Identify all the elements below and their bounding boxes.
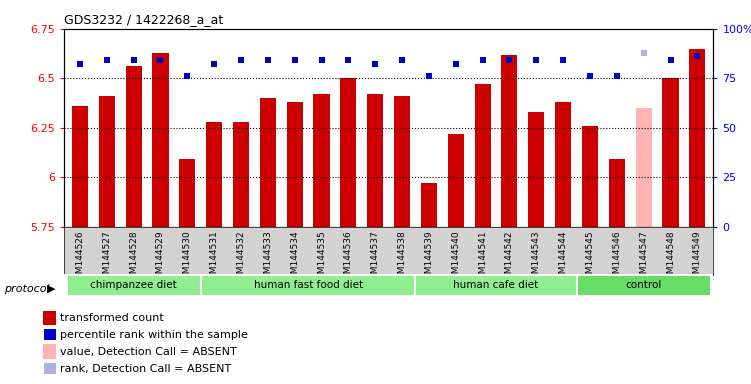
Bar <box>367 94 383 227</box>
Bar <box>555 102 572 227</box>
Text: GSM144547: GSM144547 <box>639 230 648 285</box>
Bar <box>233 122 249 227</box>
Bar <box>689 48 705 227</box>
Text: GSM144544: GSM144544 <box>559 230 568 285</box>
Text: GDS3232 / 1422268_a_at: GDS3232 / 1422268_a_at <box>64 13 223 26</box>
Bar <box>475 84 490 227</box>
Bar <box>609 159 625 227</box>
Text: percentile rank within the sample: percentile rank within the sample <box>60 330 248 340</box>
Text: human cafe diet: human cafe diet <box>454 280 538 290</box>
Bar <box>201 275 415 296</box>
Text: GSM144545: GSM144545 <box>586 230 595 285</box>
Bar <box>44 363 56 374</box>
Text: GSM144536: GSM144536 <box>344 230 353 285</box>
Bar <box>394 96 410 227</box>
Bar <box>415 275 577 296</box>
Bar <box>179 159 195 227</box>
Bar <box>98 96 115 227</box>
Text: human fast food diet: human fast food diet <box>254 280 363 290</box>
Text: GSM144534: GSM144534 <box>290 230 299 285</box>
Text: GSM144540: GSM144540 <box>451 230 460 285</box>
Text: GSM144542: GSM144542 <box>505 230 514 285</box>
Bar <box>72 106 88 227</box>
Text: GSM144549: GSM144549 <box>693 230 702 285</box>
Text: ▶: ▶ <box>47 284 56 294</box>
Text: GSM144531: GSM144531 <box>210 230 219 285</box>
Text: GSM144535: GSM144535 <box>317 230 326 285</box>
Bar <box>287 102 303 227</box>
Bar <box>662 78 679 227</box>
Text: GSM144539: GSM144539 <box>424 230 433 285</box>
Bar <box>340 78 357 227</box>
Bar <box>152 53 168 227</box>
Bar <box>43 311 56 325</box>
Text: GSM144537: GSM144537 <box>371 230 380 285</box>
Bar <box>635 108 652 227</box>
Text: protocol: protocol <box>4 284 50 294</box>
Text: control: control <box>626 280 662 290</box>
Text: GSM144538: GSM144538 <box>397 230 406 285</box>
Bar <box>577 275 710 296</box>
Text: GSM144526: GSM144526 <box>75 230 84 285</box>
Text: GSM144533: GSM144533 <box>264 230 273 285</box>
Bar <box>528 112 544 227</box>
Text: transformed count: transformed count <box>60 313 164 323</box>
Text: GSM144546: GSM144546 <box>612 230 621 285</box>
Text: GSM144548: GSM144548 <box>666 230 675 285</box>
Bar <box>44 329 56 341</box>
Bar <box>125 66 142 227</box>
Bar <box>502 55 517 227</box>
Bar <box>67 275 201 296</box>
Bar <box>43 344 56 359</box>
Text: GSM144528: GSM144528 <box>129 230 138 285</box>
Text: rank, Detection Call = ABSENT: rank, Detection Call = ABSENT <box>60 364 231 374</box>
Text: GSM144532: GSM144532 <box>237 230 246 285</box>
Text: GSM144530: GSM144530 <box>182 230 192 285</box>
Text: chimpanzee diet: chimpanzee diet <box>90 280 177 290</box>
Bar <box>206 122 222 227</box>
Bar <box>313 94 330 227</box>
Bar <box>421 183 437 227</box>
Text: GSM144543: GSM144543 <box>532 230 541 285</box>
Bar <box>448 134 464 227</box>
Text: GSM144527: GSM144527 <box>102 230 111 285</box>
Text: value, Detection Call = ABSENT: value, Detection Call = ABSENT <box>60 347 237 357</box>
Text: GSM144529: GSM144529 <box>156 230 165 285</box>
Bar <box>260 98 276 227</box>
Text: GSM144541: GSM144541 <box>478 230 487 285</box>
Bar <box>582 126 598 227</box>
